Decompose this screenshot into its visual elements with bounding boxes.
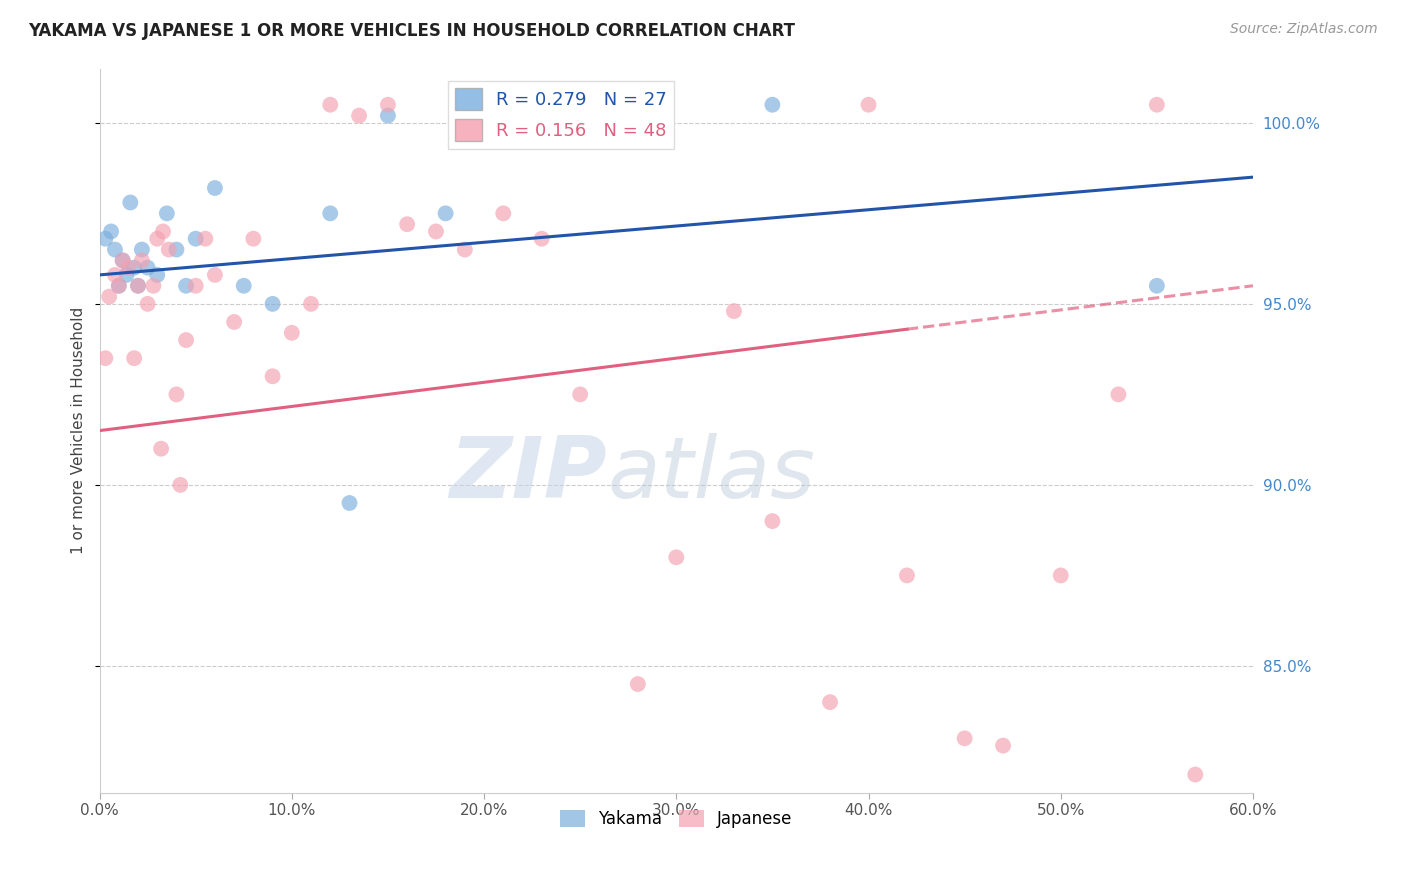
Point [1146, 278, 1168, 293]
Point [204, 181, 226, 195]
Text: ZIP: ZIP [450, 433, 607, 516]
Point [104, 268, 127, 282]
Point [204, 268, 226, 282]
Point [396, 217, 419, 231]
Point [434, 206, 457, 220]
Point [1107, 387, 1129, 401]
Point [339, 496, 361, 510]
Point [347, 109, 370, 123]
Point [156, 206, 179, 220]
Point [454, 243, 477, 257]
Point [1146, 97, 1168, 112]
Point [184, 232, 207, 246]
Point [166, 243, 188, 257]
Point [262, 297, 284, 311]
Point [115, 268, 138, 282]
Text: Source: ZipAtlas.com: Source: ZipAtlas.com [1230, 22, 1378, 37]
Point [319, 206, 342, 220]
Point [157, 243, 180, 257]
Y-axis label: 1 or more Vehicles in Household: 1 or more Vehicles in Household [72, 307, 86, 554]
Point [194, 232, 217, 246]
Point [174, 333, 197, 347]
Point [104, 243, 127, 257]
Point [242, 232, 264, 246]
Point [377, 109, 399, 123]
Point [127, 278, 149, 293]
Point [761, 97, 783, 112]
Point [953, 731, 976, 746]
Point [377, 97, 399, 112]
Point [627, 677, 650, 691]
Legend: Yakama, Japanese: Yakama, Japanese [553, 804, 799, 835]
Point [224, 315, 246, 329]
Point [281, 326, 304, 340]
Point [136, 260, 159, 275]
Point [530, 232, 553, 246]
Point [117, 260, 139, 275]
Point [569, 387, 592, 401]
Point [896, 568, 918, 582]
Point [512, 97, 534, 112]
Point [107, 278, 129, 293]
Point [723, 304, 745, 318]
Point [131, 253, 153, 268]
Point [184, 278, 207, 293]
Point [262, 369, 284, 384]
Point [100, 224, 122, 238]
Point [111, 253, 134, 268]
Point [174, 278, 197, 293]
Point [152, 224, 174, 238]
Point [818, 695, 841, 709]
Point [1184, 767, 1206, 781]
Point [665, 550, 688, 565]
Point [136, 297, 159, 311]
Point [146, 232, 169, 246]
Point [120, 195, 142, 210]
Point [991, 739, 1014, 753]
Point [150, 442, 173, 456]
Point [169, 478, 191, 492]
Point [131, 243, 153, 257]
Point [472, 116, 495, 130]
Point [425, 224, 447, 238]
Point [94, 351, 117, 366]
Point [127, 278, 149, 293]
Point [166, 387, 188, 401]
Point [761, 514, 783, 528]
Point [232, 278, 254, 293]
Point [146, 268, 169, 282]
Point [98, 290, 121, 304]
Point [122, 260, 145, 275]
Point [299, 297, 322, 311]
Text: atlas: atlas [607, 433, 815, 516]
Point [122, 351, 145, 366]
Point [111, 253, 134, 268]
Point [94, 232, 117, 246]
Text: YAKAMA VS JAPANESE 1 OR MORE VEHICLES IN HOUSEHOLD CORRELATION CHART: YAKAMA VS JAPANESE 1 OR MORE VEHICLES IN… [28, 22, 796, 40]
Point [142, 278, 165, 293]
Point [1049, 568, 1071, 582]
Point [858, 97, 880, 112]
Point [492, 206, 515, 220]
Point [107, 278, 129, 293]
Point [319, 97, 342, 112]
